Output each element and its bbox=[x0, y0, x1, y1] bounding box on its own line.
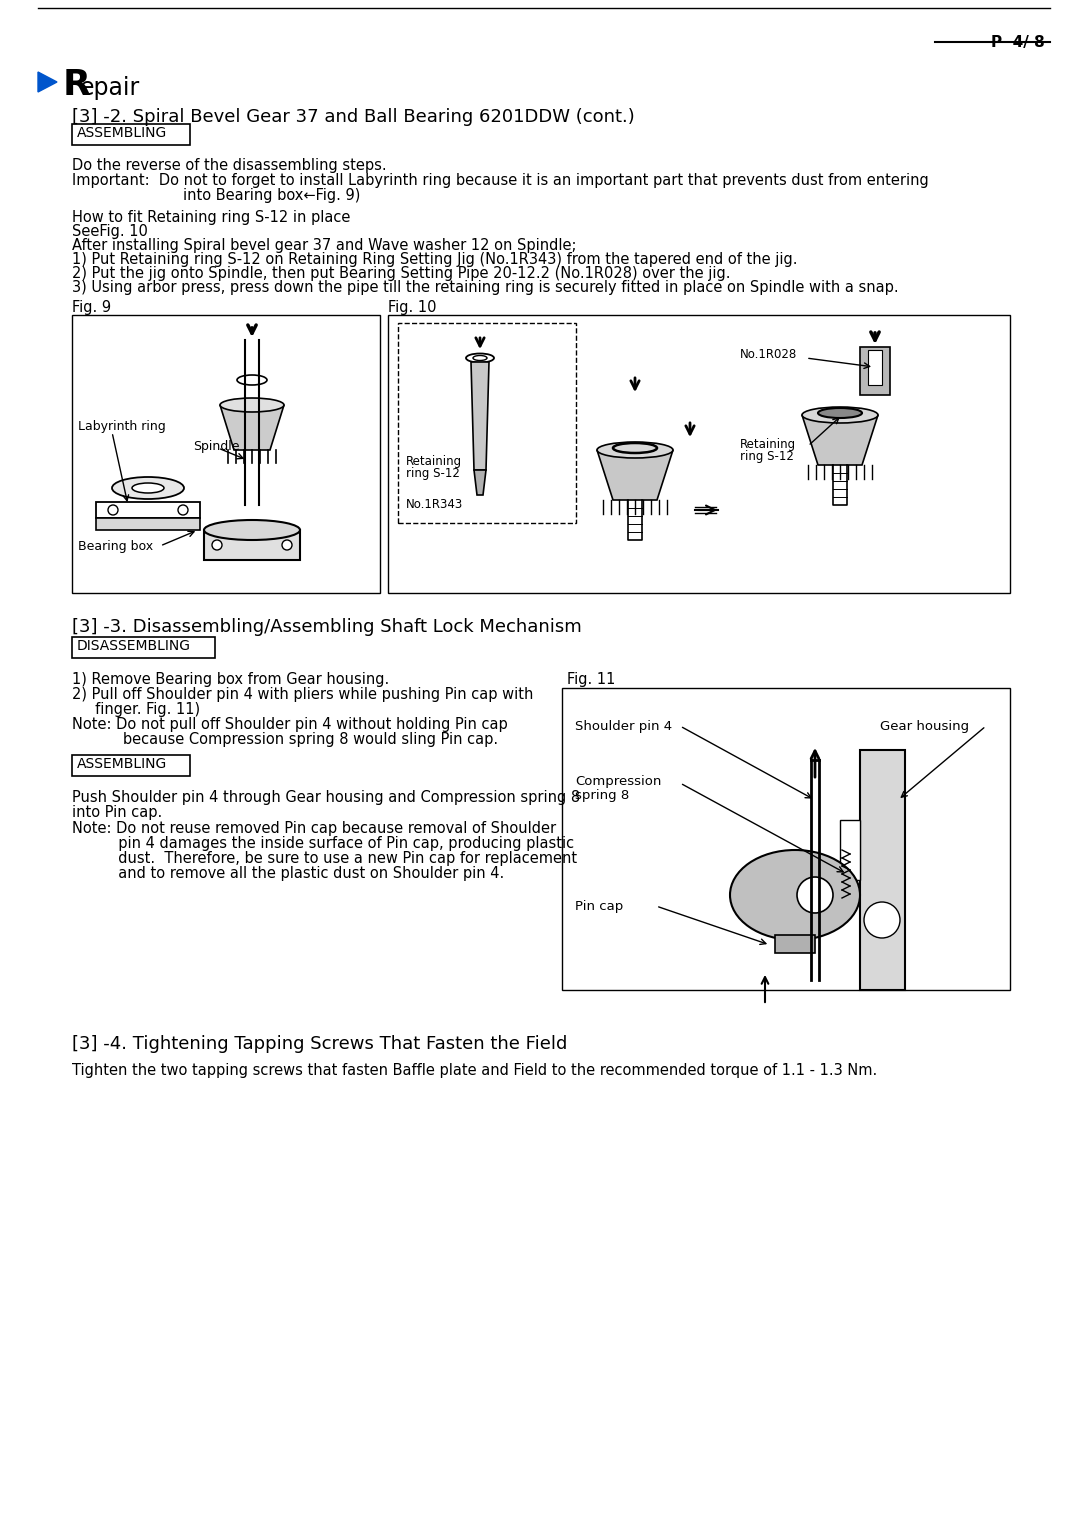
Ellipse shape bbox=[112, 477, 184, 500]
Text: Push Shoulder pin 4 through Gear housing and Compression spring 8: Push Shoulder pin 4 through Gear housing… bbox=[72, 790, 580, 805]
Circle shape bbox=[797, 877, 833, 914]
Text: ring S-12: ring S-12 bbox=[740, 451, 794, 463]
Text: dust.  Therefore, be sure to use a new Pin cap for replacement: dust. Therefore, be sure to use a new Pi… bbox=[72, 851, 577, 866]
Ellipse shape bbox=[818, 408, 862, 419]
Text: After installing Spiral bevel gear 37 and Wave washer 12 on Spindle;: After installing Spiral bevel gear 37 an… bbox=[72, 238, 577, 254]
Text: Fig. 9: Fig. 9 bbox=[72, 299, 111, 315]
Text: ASSEMBLING: ASSEMBLING bbox=[77, 756, 167, 772]
Text: How to fit Retaining ring S-12 in place: How to fit Retaining ring S-12 in place bbox=[72, 209, 350, 225]
Bar bbox=[860, 750, 905, 990]
Polygon shape bbox=[38, 72, 57, 92]
Ellipse shape bbox=[465, 353, 494, 362]
Text: Fig. 10: Fig. 10 bbox=[388, 299, 436, 315]
Text: Bearing box: Bearing box bbox=[78, 539, 153, 553]
Text: DISASSEMBLING: DISASSEMBLING bbox=[77, 639, 191, 652]
Polygon shape bbox=[802, 416, 878, 465]
Text: spring 8: spring 8 bbox=[575, 788, 630, 802]
Text: SeeFig. 10: SeeFig. 10 bbox=[72, 225, 148, 238]
Text: 3) Using arbor press, press down the pipe till the retaining ring is securely fi: 3) Using arbor press, press down the pip… bbox=[72, 280, 899, 295]
Text: Compression: Compression bbox=[575, 775, 661, 788]
Text: pin 4 damages the inside surface of Pin cap, producing plastic: pin 4 damages the inside surface of Pin … bbox=[72, 836, 575, 851]
Text: 2) Put the jig onto Spindle, then put Bearing Setting Pipe 20-12.2 (No.1R028) ov: 2) Put the jig onto Spindle, then put Be… bbox=[72, 266, 730, 281]
Ellipse shape bbox=[132, 483, 164, 494]
Text: Spindle: Spindle bbox=[193, 440, 240, 452]
Text: Do the reverse of the disassembling steps.: Do the reverse of the disassembling step… bbox=[72, 157, 387, 173]
Ellipse shape bbox=[204, 520, 300, 539]
Text: 1) Put Retaining ring S-12 on Retaining Ring Setting Jig (No.1R343) from the tap: 1) Put Retaining ring S-12 on Retaining … bbox=[72, 252, 797, 267]
Bar bbox=[72, 124, 190, 145]
Text: finger. Fig. 11): finger. Fig. 11) bbox=[72, 701, 200, 717]
Text: 2) Pull off Shoulder pin 4 with pliers while pushing Pin cap with: 2) Pull off Shoulder pin 4 with pliers w… bbox=[72, 688, 534, 701]
Text: Note: Do not reuse removed Pin cap because removal of Shoulder: Note: Do not reuse removed Pin cap becau… bbox=[72, 821, 556, 836]
Text: [3] -3. Disassembling/Assembling Shaft Lock Mechanism: [3] -3. Disassembling/Assembling Shaft L… bbox=[72, 617, 582, 636]
Text: ring S-12: ring S-12 bbox=[406, 468, 460, 480]
Text: 1) Remove Bearing box from Gear housing.: 1) Remove Bearing box from Gear housing. bbox=[72, 672, 389, 688]
Polygon shape bbox=[860, 347, 890, 396]
Bar bbox=[775, 935, 815, 953]
Text: No.1R028: No.1R028 bbox=[740, 348, 797, 361]
Polygon shape bbox=[474, 471, 486, 495]
Circle shape bbox=[108, 504, 118, 515]
Circle shape bbox=[212, 539, 222, 550]
Text: Retaining: Retaining bbox=[740, 439, 796, 451]
Polygon shape bbox=[597, 451, 673, 500]
Bar bbox=[840, 821, 860, 880]
Bar bbox=[72, 637, 215, 659]
Text: [3] -2. Spiral Bevel Gear 37 and Ball Bearing 6201DDW (cont.): [3] -2. Spiral Bevel Gear 37 and Ball Be… bbox=[72, 108, 635, 125]
Circle shape bbox=[864, 902, 900, 938]
Bar bbox=[562, 688, 1010, 990]
Bar bbox=[72, 755, 190, 776]
Text: Tighten the two tapping screws that fasten Baffle plate and Field to the recomme: Tighten the two tapping screws that fast… bbox=[72, 1063, 877, 1077]
Bar bbox=[868, 350, 882, 385]
Text: epair: epair bbox=[80, 76, 140, 99]
Text: Labyrinth ring: Labyrinth ring bbox=[78, 420, 165, 432]
Bar bbox=[96, 503, 200, 518]
Bar bbox=[204, 530, 300, 559]
Bar bbox=[388, 315, 1010, 593]
Text: Fig. 11: Fig. 11 bbox=[567, 672, 616, 688]
Text: Gear housing: Gear housing bbox=[880, 720, 969, 733]
Ellipse shape bbox=[473, 356, 487, 361]
Text: Note: Do not pull off Shoulder pin 4 without holding Pin cap: Note: Do not pull off Shoulder pin 4 wit… bbox=[72, 717, 508, 732]
Bar bbox=[96, 518, 200, 530]
Text: No.1R343: No.1R343 bbox=[406, 498, 463, 510]
Bar bbox=[72, 315, 380, 593]
Ellipse shape bbox=[597, 442, 673, 458]
Text: Retaining: Retaining bbox=[406, 455, 462, 468]
Text: [3] -4. Tightening Tapping Screws That Fasten the Field: [3] -4. Tightening Tapping Screws That F… bbox=[72, 1034, 567, 1053]
Ellipse shape bbox=[802, 406, 878, 423]
Ellipse shape bbox=[730, 850, 860, 940]
Ellipse shape bbox=[220, 397, 284, 413]
Text: ASSEMBLING: ASSEMBLING bbox=[77, 125, 167, 141]
Text: Important:  Do not to forget to install Labyrinth ring because it is an importan: Important: Do not to forget to install L… bbox=[72, 173, 929, 188]
Text: into Bearing box←Fig. 9): into Bearing box←Fig. 9) bbox=[72, 188, 361, 203]
Text: into Pin cap.: into Pin cap. bbox=[72, 805, 162, 821]
Text: R: R bbox=[63, 69, 91, 102]
Circle shape bbox=[282, 539, 292, 550]
Text: Shoulder pin 4: Shoulder pin 4 bbox=[575, 720, 672, 733]
Text: Pin cap: Pin cap bbox=[575, 900, 623, 914]
Bar bbox=[399, 322, 576, 523]
Text: P  4/ 8: P 4/ 8 bbox=[991, 35, 1045, 50]
Text: and to remove all the plastic dust on Shoulder pin 4.: and to remove all the plastic dust on Sh… bbox=[72, 866, 504, 882]
Polygon shape bbox=[220, 405, 284, 451]
Text: because Compression spring 8 would sling Pin cap.: because Compression spring 8 would sling… bbox=[72, 732, 498, 747]
Polygon shape bbox=[471, 362, 489, 471]
Circle shape bbox=[178, 504, 188, 515]
